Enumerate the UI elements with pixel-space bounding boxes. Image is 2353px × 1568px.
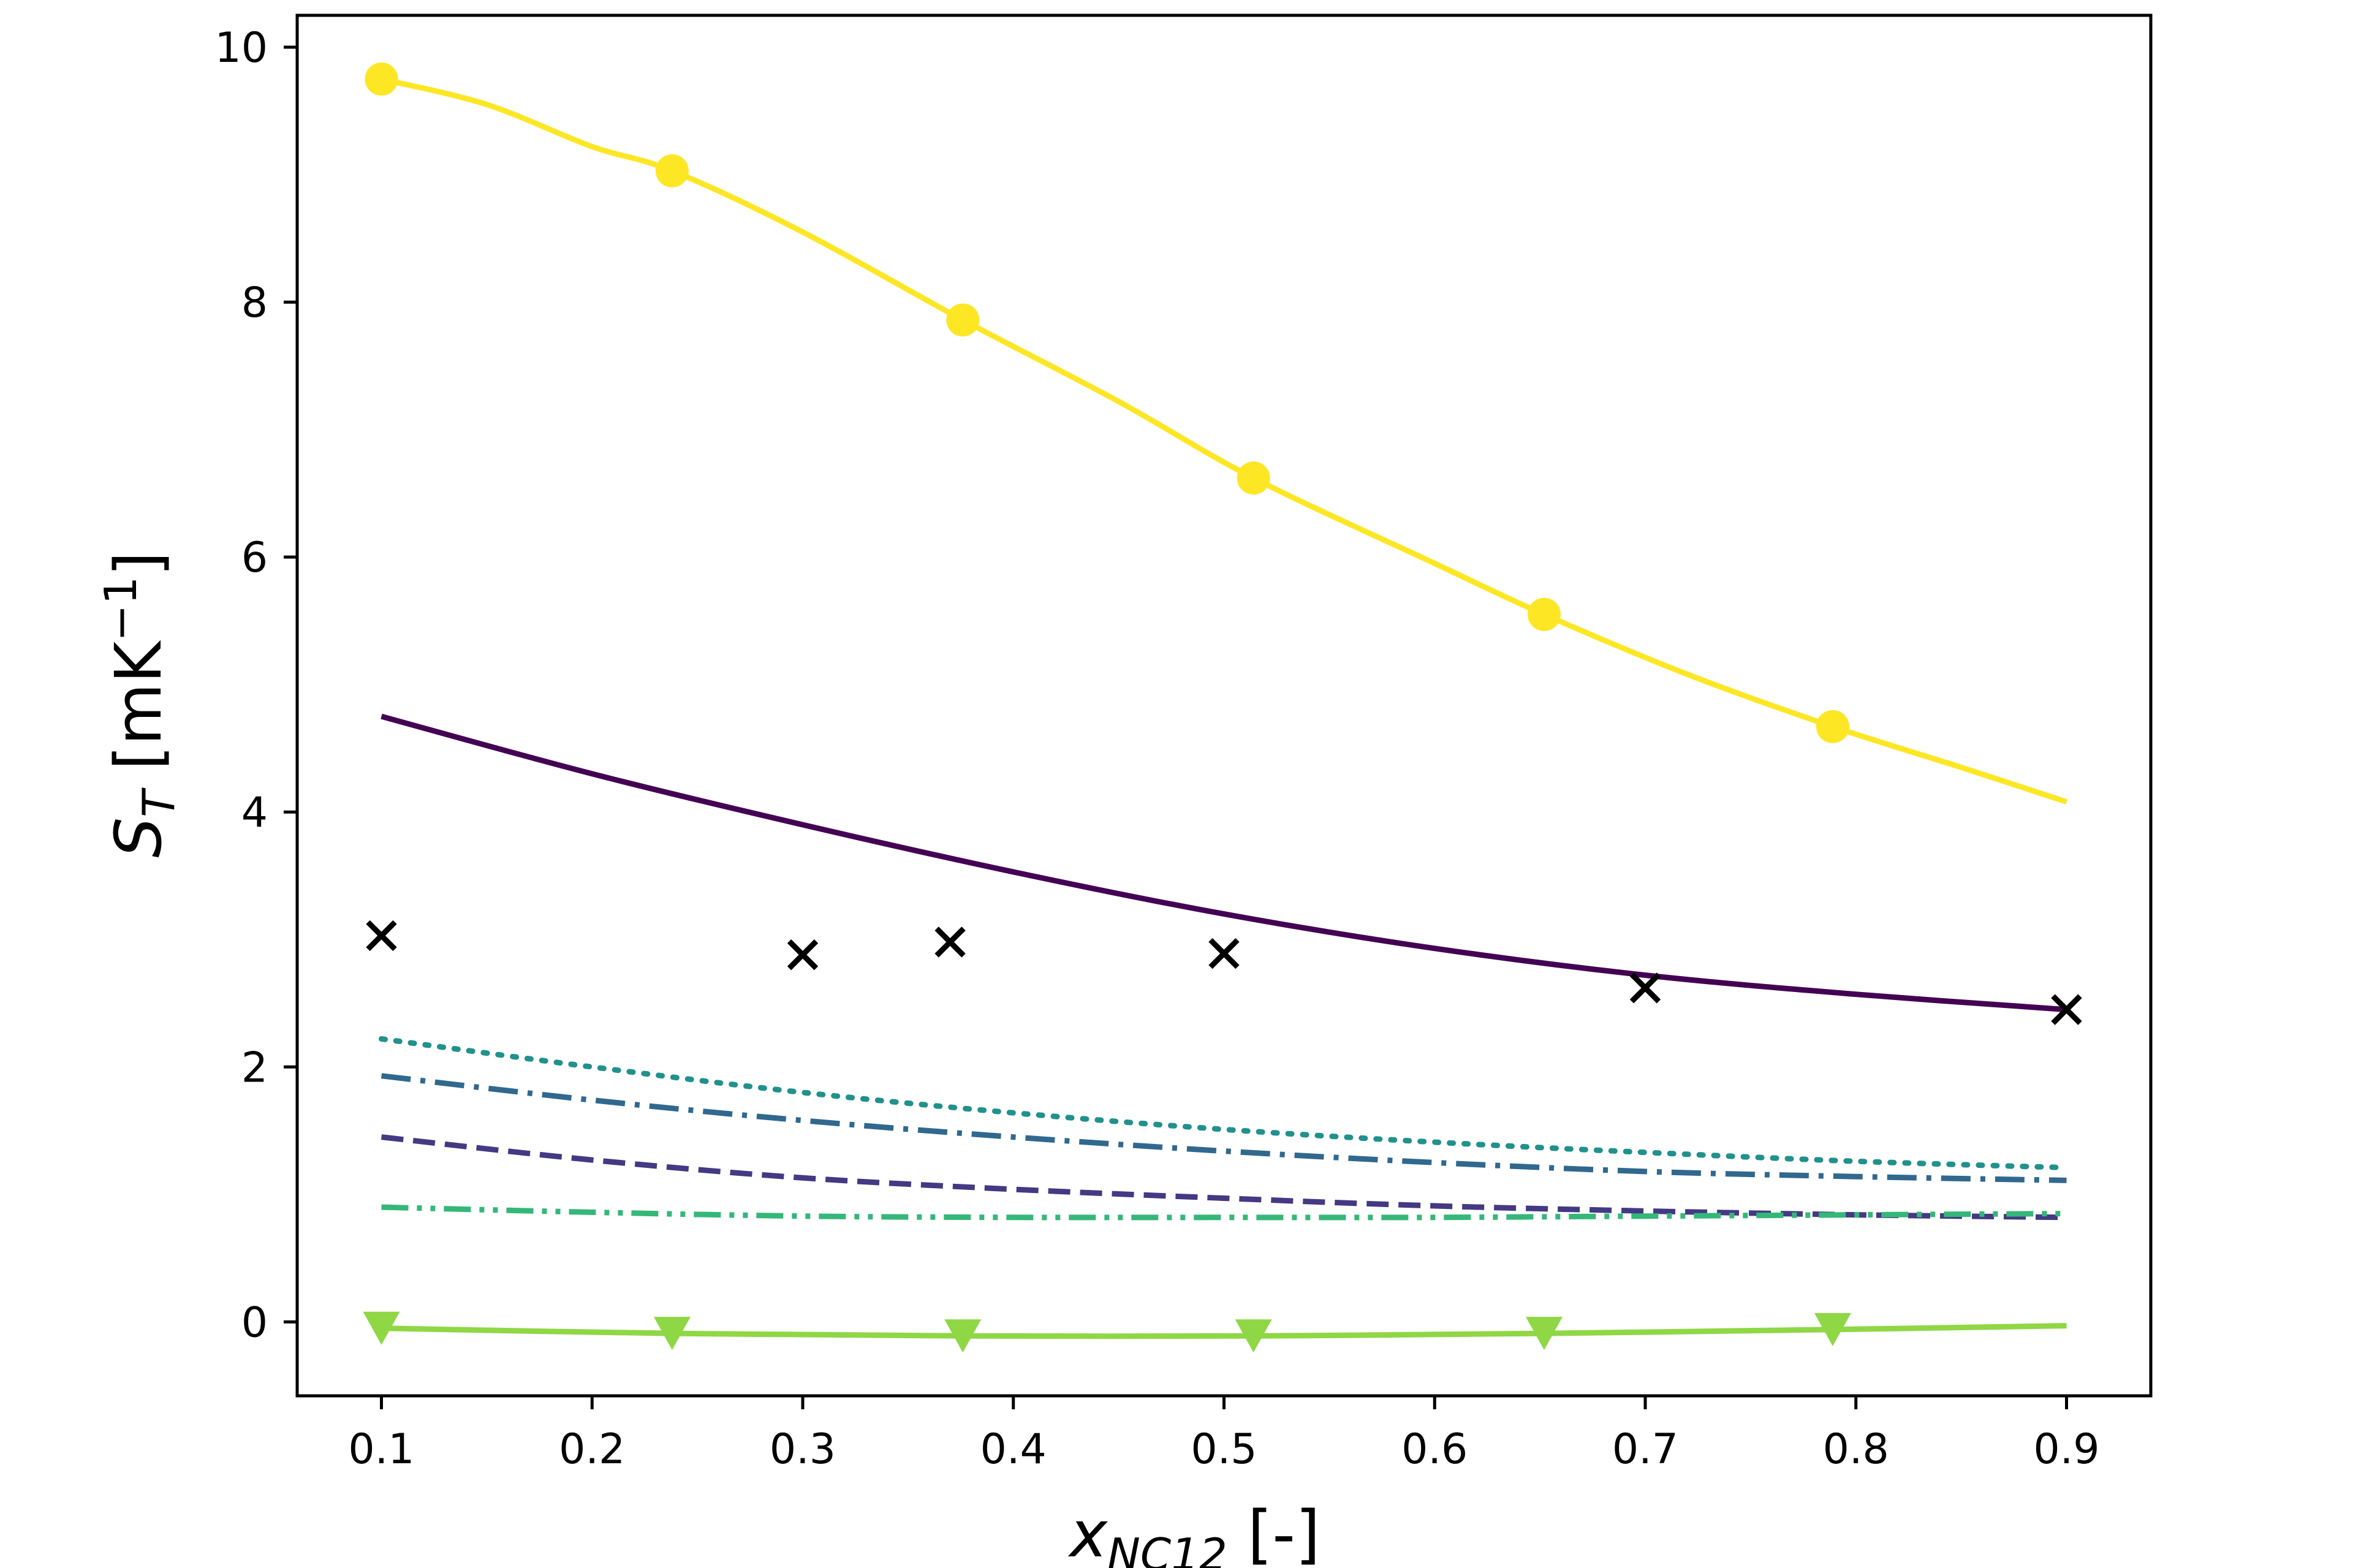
circle-marker [1528,597,1561,631]
x-tick-label: 0.9 [2033,1425,2099,1474]
x-tick-label: 0.8 [1823,1425,1889,1474]
y-tick-label: 10 [214,24,268,72]
circle-marker [655,154,689,187]
triangle-marker [1235,1319,1272,1353]
series-line-7 [381,1323,2067,1339]
y-tick-label: 2 [241,1043,268,1092]
x-marker [366,920,397,952]
x-axis-ticks: 0.1 0.2 0.3 0.4 0.5 0.6 0.7 0.8 0.9 [348,1396,2100,1474]
series-lines [379,76,2069,1339]
circle-marker [1816,710,1849,743]
y-tick-label: 0 [241,1298,268,1347]
triangle-marker [1526,1317,1563,1350]
series-line-2 [381,713,2067,1013]
x-marker [934,926,966,958]
triangle-marker [363,1311,400,1345]
circle-marker [1237,461,1270,495]
x-marker [1629,972,1661,1004]
y-axis-label: ST [mK−1] [95,551,184,858]
x-marker [787,939,819,971]
series-line-3 [379,1036,2069,1171]
x-marker [1208,937,1240,969]
x-tick-label: 0.1 [348,1425,414,1474]
series-line-5 [381,1134,2067,1221]
x-tick-label: 0.7 [1612,1425,1678,1474]
circle-marker [946,303,980,337]
y-tick-label: 4 [241,789,268,837]
triangle-marker [944,1319,982,1353]
data-markers [363,62,2082,1353]
x-tick-label: 0.5 [1191,1425,1257,1474]
plot-frame [295,13,2153,1398]
x-axis-label: xNC12 [-] [1067,1497,1320,1568]
triangle-marker [1814,1312,1851,1346]
x-tick-label: 0.3 [770,1425,836,1474]
y-axis-ticks: 0 2 4 6 8 10 [214,24,297,1347]
x-tick-label: 0.6 [1401,1425,1468,1474]
triangle-marker [653,1317,691,1350]
series-line-1 [381,76,2067,805]
y-tick-label: 8 [241,279,268,327]
x-marker [2051,994,2082,1025]
series-line-4 [381,1073,2067,1183]
circle-marker [365,62,398,96]
x-tick-label: 0.2 [559,1425,625,1474]
y-tick-label: 6 [241,534,268,582]
x-tick-label: 0.4 [980,1425,1047,1474]
